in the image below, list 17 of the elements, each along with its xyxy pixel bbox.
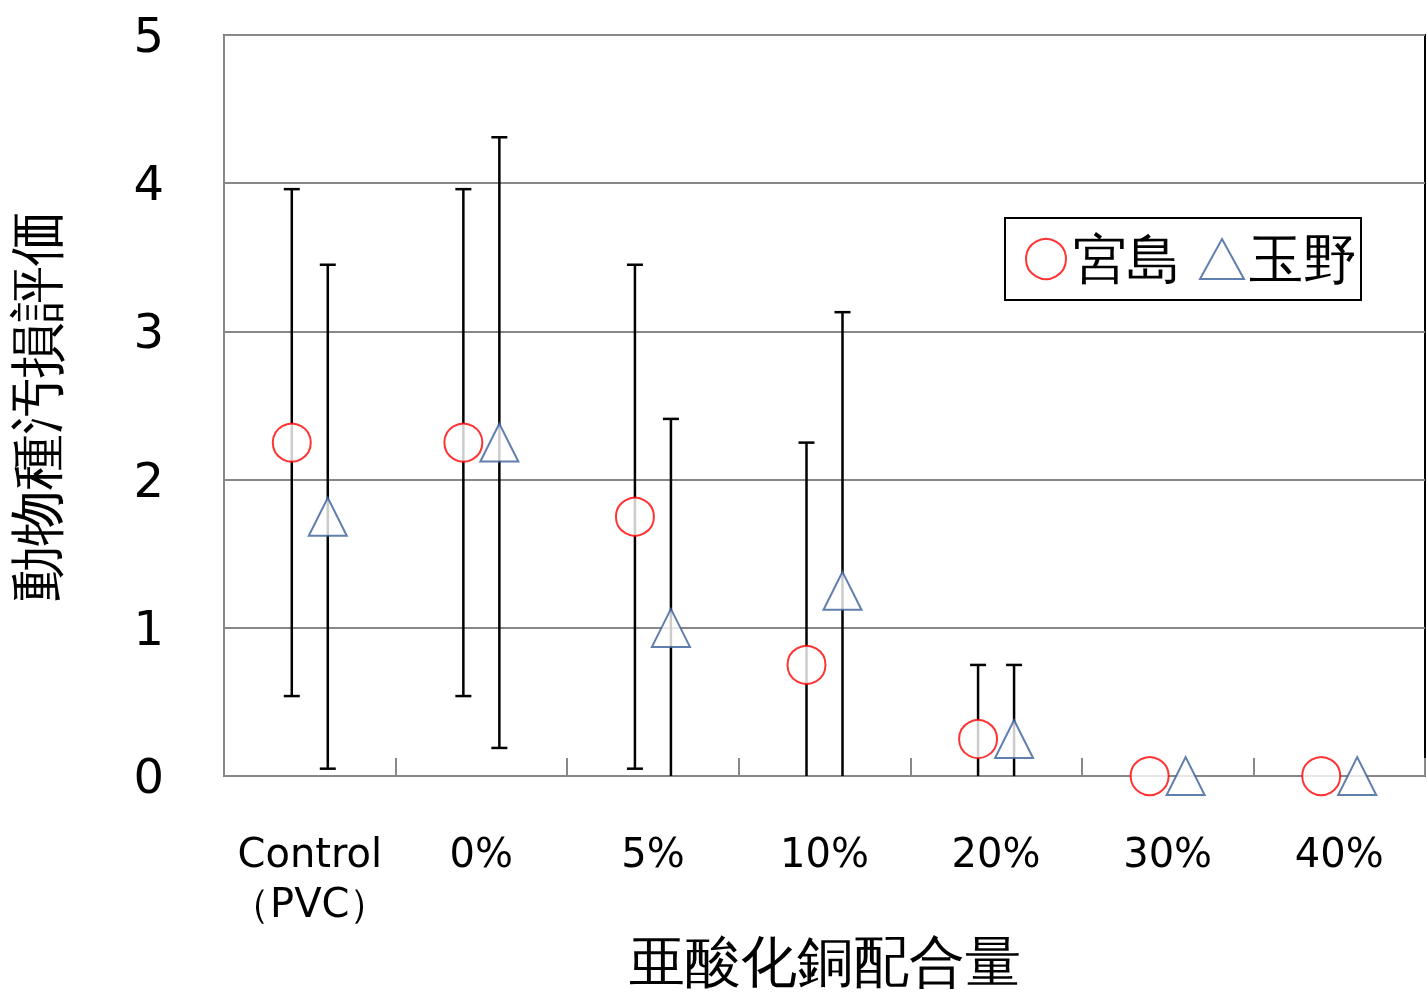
y-tick-label: 0 [133,748,164,805]
x-axis-title: 亜酸化銅配合量 [628,928,1021,994]
y-axis-title: 動物種汚損評価 [3,209,69,602]
x-tick-label: 5% [621,830,685,877]
legend-label: 玉野 [1249,227,1357,291]
x-tick-label: 30% [1123,830,1213,877]
y-tick-label: 1 [133,599,164,656]
x-tick-label: 20% [951,830,1041,877]
x-tick-label: 10% [780,830,869,877]
y-tick-label: 2 [133,451,164,508]
y-tick-label: 3 [133,303,164,360]
y-tick-label: 5 [133,7,164,63]
y-tick-label: 4 [133,155,164,212]
x-tick-label: 40% [1294,830,1384,877]
x-tick-label: Control （PVC） [230,830,390,927]
x-tick-label: 0% [449,830,514,877]
legend-label: 宮島 [1073,227,1181,291]
